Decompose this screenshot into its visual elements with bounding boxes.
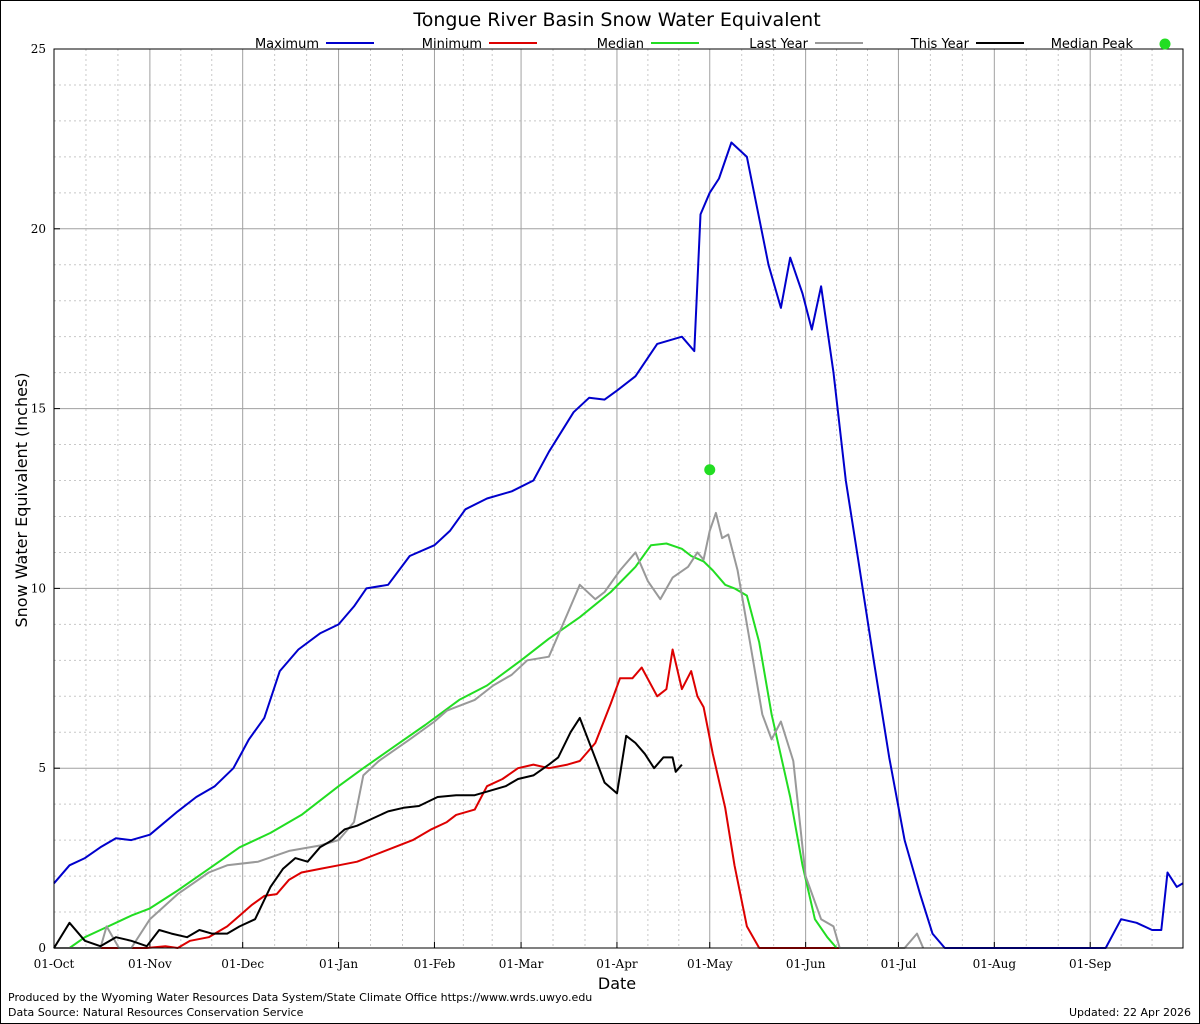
x-axis-label: Date (598, 974, 636, 993)
legend-label-maximum: Maximum (255, 37, 319, 52)
x-tick-label: 01-Jun (786, 957, 826, 971)
legend-swatch-median-peak (1159, 38, 1171, 50)
y-axis-ticks: 0 5 10 15 20 25 (31, 42, 60, 955)
x-tick-label: 01-May (687, 957, 733, 971)
legend-label-median-peak: Median Peak (1051, 37, 1134, 52)
x-tick-label: 01-Apr (596, 957, 638, 971)
footer-data-source: Data Source: Natural Resources Conservat… (8, 1006, 304, 1019)
footer-produced-by: Produced by the Wyoming Water Resources … (8, 991, 592, 1004)
series-lines (53, 141, 1184, 949)
y-axis-label: Snow Water Equivalent (Inches) (12, 372, 31, 627)
series-line-last-year (54, 511, 925, 949)
legend-label-median: Median (597, 37, 644, 52)
chart-title: Tongue River Basin Snow Water Equivalent (412, 9, 820, 31)
grid (54, 49, 1183, 948)
x-tick-label: 01-Aug (973, 957, 1017, 971)
series-line-maximum (53, 141, 1184, 949)
legend-label-minimum: Minimum (422, 37, 482, 52)
y-tick-label: 25 (31, 42, 46, 56)
y-tick-label: 5 (38, 761, 46, 775)
y-tick-label: 10 (31, 581, 46, 595)
x-tick-label: 01-Oct (34, 957, 75, 971)
x-tick-label: 01-Dec (221, 957, 264, 971)
x-tick-label: 01-Mar (499, 957, 544, 971)
x-tick-label: 01-Jul (881, 957, 917, 971)
series-line-minimum (54, 648, 859, 949)
y-tick-label: 15 (31, 402, 46, 416)
plot-frame (53, 48, 1184, 949)
footer-updated: Updated: 22 Apr 2026 (1069, 1006, 1191, 1019)
y-tick-label: 0 (38, 941, 46, 955)
x-tick-label: 01-Sep (1069, 957, 1112, 971)
x-tick-label: 01-Jan (319, 957, 358, 971)
legend: Maximum Minimum Median Last Year This Year Me… (255, 37, 1171, 52)
legend-label-this-year: This Year (910, 37, 970, 52)
series-line-median (68, 542, 838, 949)
x-axis-ticks: 01-Oct 01-Nov 01-Dec 01-Jan 01-Feb 01-Mar 01-A… (34, 942, 1112, 971)
y-tick-label: 20 (31, 222, 46, 236)
median-peak-marker (704, 464, 716, 476)
series-line-this-year (53, 716, 683, 949)
legend-label-last-year: Last Year (749, 37, 808, 52)
x-tick-label: 01-Feb (414, 957, 456, 971)
x-tick-label: 01-Nov (128, 957, 172, 971)
